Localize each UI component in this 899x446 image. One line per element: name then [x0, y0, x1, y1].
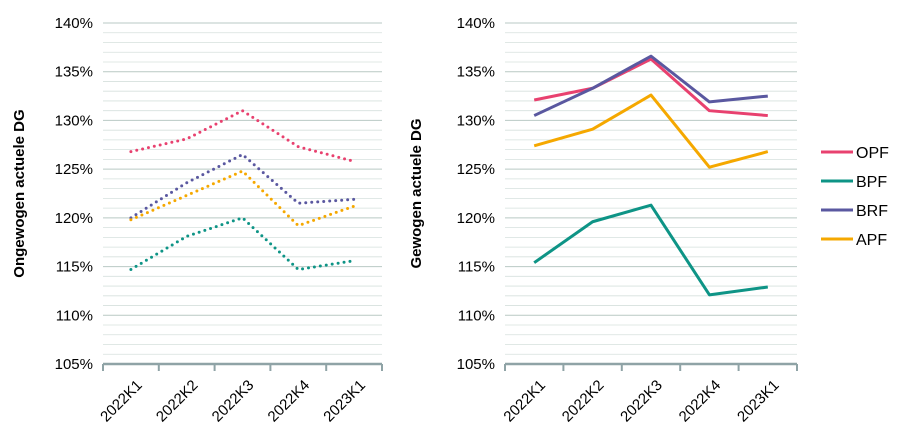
- legend: OPF BPF BRF APF: [821, 145, 889, 249]
- chart-panel-1: 105%110%115%120%125%130%135%140%2022K1 20…: [11, 15, 383, 426]
- y-tick-label: 135%: [457, 64, 495, 81]
- x-tick-label: 2022K4: [265, 377, 314, 426]
- x-tick-label: 2022K3: [209, 377, 258, 426]
- x-tick-label: 2022K1: [500, 377, 549, 426]
- y-tick-label: 140%: [55, 15, 93, 32]
- series-line-bpf: [129, 216, 356, 271]
- legend-label-opf: OPF: [856, 145, 889, 162]
- x-tick-label: 2022K2: [153, 377, 202, 426]
- chart-panel-2: 105%110%115%120%125%130%135%140%2022K1 20…: [408, 15, 798, 426]
- x-tick-label: 2023K1: [320, 377, 369, 426]
- series-line-apf: [533, 93, 769, 169]
- y-tick-label: 120%: [55, 210, 93, 227]
- legend-label-apf: APF: [856, 232, 887, 249]
- series-line-opf: [129, 109, 356, 163]
- y-tick-label: 110%: [458, 307, 495, 324]
- y-tick-label: 110%: [56, 307, 93, 324]
- y-tick-label: 135%: [55, 64, 93, 81]
- y-tick-label: 115%: [56, 259, 93, 276]
- y-tick-label: 130%: [457, 112, 495, 129]
- x-tick-label: 2023K1: [734, 377, 783, 426]
- y-axis-label: Ongewogen actuele DG: [11, 109, 28, 277]
- x-tick-label: 2022K3: [617, 377, 666, 426]
- y-tick-label: 130%: [55, 112, 93, 129]
- y-tick-label: 115%: [458, 259, 495, 276]
- series-line-apf: [129, 169, 356, 228]
- y-tick-label: 120%: [457, 210, 495, 227]
- series-line-bpf: [533, 203, 768, 297]
- legend-label-brf: BRF: [856, 203, 888, 220]
- x-tick-label: 2022K2: [559, 377, 608, 426]
- x-tick-label: 2022K1: [97, 377, 146, 426]
- series-line-brf: [533, 54, 768, 117]
- x-tick-label: 2022K4: [676, 377, 725, 426]
- y-tick-label: 105%: [55, 356, 93, 373]
- series-line-brf: [129, 153, 356, 220]
- y-tick-label: 105%: [457, 356, 495, 373]
- y-tick-label: 125%: [55, 161, 93, 178]
- y-tick-label: 125%: [457, 161, 495, 178]
- series-line-opf: [533, 57, 768, 118]
- legend-label-bpf: BPF: [856, 174, 887, 191]
- y-axis-label: Gewogen actuele DG: [408, 118, 425, 268]
- y-tick-label: 140%: [457, 15, 495, 32]
